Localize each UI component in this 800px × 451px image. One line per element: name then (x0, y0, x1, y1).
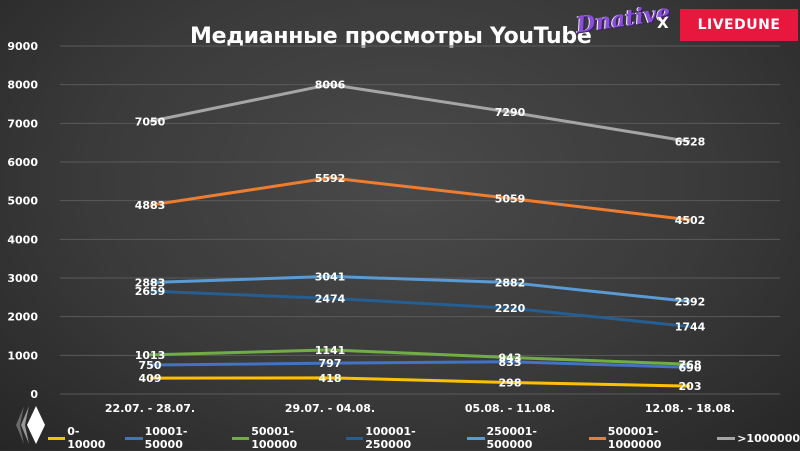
data-label: 943 (499, 352, 522, 365)
data-label: 5059 (495, 192, 526, 205)
data-label: 1013 (135, 349, 166, 362)
y-tick-label: 3000 (7, 272, 38, 285)
data-label: 5592 (315, 172, 346, 185)
legend-item: 50001-100000 (232, 425, 336, 451)
x-tick-label: 22.07. - 28.07. (105, 402, 195, 415)
y-tick-label: 5000 (7, 195, 38, 208)
chart-legend: 0-10000 10001-50000 50001-100000 100001-250… (48, 425, 800, 451)
data-label: 4502 (675, 214, 706, 227)
legend-label: 100001-250000 (365, 425, 416, 451)
data-label: 750 (139, 359, 162, 372)
data-label: 1141 (315, 344, 346, 357)
y-tick-label: 1000 (7, 349, 38, 362)
data-label: 2882 (495, 277, 526, 290)
y-tick-label: 7000 (7, 117, 38, 130)
series-line (149, 82, 691, 144)
x-tick-label: 29.07. - 04.08. (285, 402, 375, 415)
data-label: 2474 (315, 292, 346, 305)
y-axis: 0 1000 2000 3000 4000 5000 6000 7000 8000 9000 (7, 40, 38, 401)
data-label: 797 (319, 357, 342, 370)
y-tick-label: 4000 (7, 233, 38, 246)
data-label: 1744 (675, 321, 706, 334)
y-tick-label: 6000 (7, 156, 38, 169)
data-label: 2392 (675, 296, 706, 309)
legend-label: 10001-50000 (144, 425, 188, 451)
legend-label: 250001-500000 (486, 425, 538, 451)
legend-item: >1000000 (717, 432, 800, 445)
series-line (149, 274, 691, 304)
legend-swatch-icon (467, 436, 485, 440)
legend-item: 10001-50000 (125, 425, 222, 451)
chart-title: Медианные просмотры YouTube (190, 24, 592, 49)
x-tick-label: 05.08. - 11.08. (465, 402, 555, 415)
series-line (149, 348, 691, 366)
data-label: 298 (499, 376, 522, 389)
data-label: 4883 (135, 199, 166, 212)
data-label: 409 (139, 372, 162, 385)
series-lines (149, 82, 691, 388)
data-label: 2659 (135, 285, 166, 298)
data-label: 690 (679, 361, 702, 374)
x-axis: 22.07. - 28.07. 29.07. - 04.08. 05.08. - 1… (105, 402, 735, 415)
legend-swatch-icon (346, 436, 364, 440)
legend-label: >1000000 (737, 431, 800, 445)
legend-swatch-icon (717, 436, 736, 440)
data-label: 3041 (315, 270, 346, 283)
data-labels: 409 418 298 203 750 797 833 690 1013 1141 943 768 26… (135, 78, 706, 393)
y-tick-label: 9000 (7, 40, 38, 53)
data-label: 2883 (135, 277, 166, 290)
data-label: 2220 (495, 302, 526, 315)
series-line (149, 176, 691, 222)
data-label: 7290 (495, 106, 526, 119)
series-line (149, 360, 691, 369)
x-tick-label: 12.08. - 18.08. (645, 402, 735, 415)
legend-label: 500001-1000000 (607, 425, 662, 451)
data-label: 6528 (675, 136, 706, 149)
diamond-logo-icon (16, 406, 45, 444)
gridlines (60, 45, 780, 395)
legend-label: 0-10000 (67, 425, 106, 451)
legend-swatch-icon (125, 436, 143, 440)
legend-swatch-icon (48, 436, 66, 440)
data-label: 833 (499, 356, 522, 369)
data-label: 203 (679, 380, 702, 393)
legend-item: 500001-1000000 (588, 425, 708, 451)
series-line (149, 289, 691, 329)
y-tick-label: 8000 (7, 79, 38, 92)
y-tick-label: 0 (30, 388, 38, 401)
legend-item: 100001-250000 (346, 425, 457, 451)
livedune-logo: LIVEDUNE (680, 9, 798, 41)
data-label: 768 (679, 358, 702, 371)
brand-separator: X (657, 14, 669, 32)
data-label: 418 (319, 372, 342, 385)
data-label: 8006 (315, 78, 346, 91)
data-label: 7050 (135, 115, 166, 128)
legend-swatch-icon (232, 436, 250, 440)
legend-item: 250001-500000 (467, 425, 578, 451)
legend-swatch-icon (588, 436, 606, 440)
legend-label: 50001-100000 (251, 425, 298, 451)
series-line (149, 376, 691, 388)
y-tick-label: 2000 (7, 311, 38, 324)
legend-item: 0-10000 (48, 425, 115, 451)
